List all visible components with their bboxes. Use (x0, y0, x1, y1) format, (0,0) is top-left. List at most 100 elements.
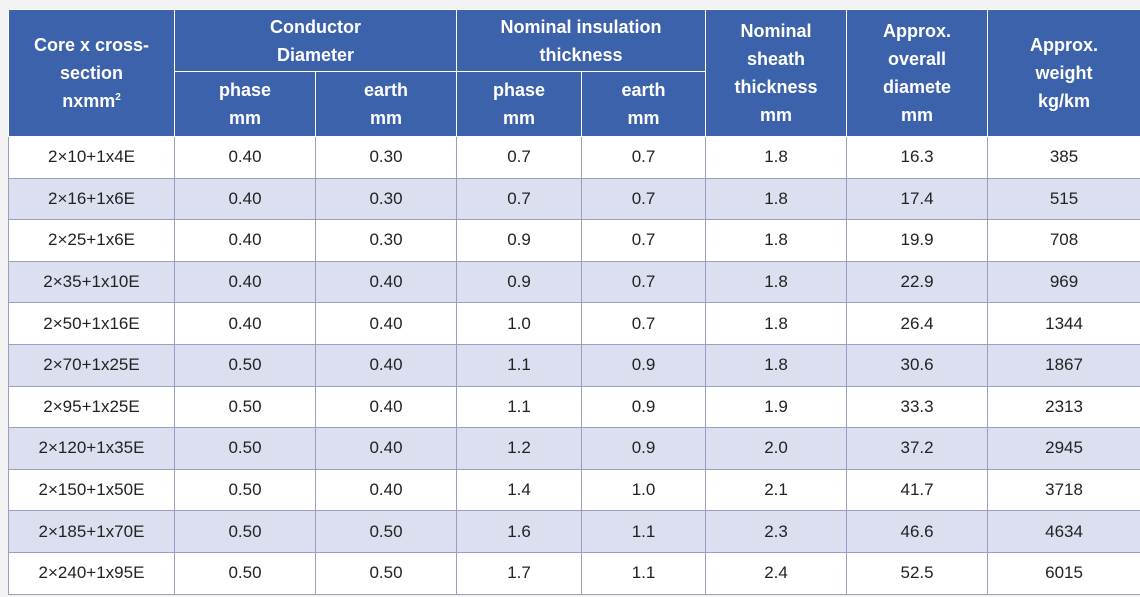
sheath-thickness-cell: 2.0 (705, 427, 848, 470)
weight-cell: 385 (987, 136, 1140, 179)
insulation-phase-cell: 1.7 (456, 552, 583, 595)
header-insulation-line1: Nominal insulation (500, 16, 662, 37)
header-nominal-insulation: Nominal insulation thickness (456, 9, 707, 72)
header-diameter-line1: Approx. (883, 21, 952, 41)
core-cross-section-cell: 2×10+1x4E (8, 136, 175, 179)
weight-cell: 1867 (987, 344, 1140, 387)
sheath-thickness-cell: 2.1 (705, 469, 848, 512)
weight-cell: 1344 (987, 302, 1140, 345)
table-row: 2×95+1x25E 0.50 0.40 1.1 0.9 1.9 33.3 2313 (8, 386, 1140, 429)
insulation-earth-cell: 0.9 (581, 386, 707, 429)
core-cross-section-cell: 2×120+1x35E (8, 427, 175, 470)
table-row: 2×35+1x10E 0.40 0.40 0.9 0.7 1.8 22.9 969 (8, 261, 1140, 304)
header-conductor-phase-unit: mm (228, 108, 261, 128)
sheath-thickness-cell: 1.8 (705, 178, 848, 221)
header-conductor-phase-label: phase (218, 80, 272, 100)
header-conductor-diameter: Conductor Diameter (173, 9, 458, 72)
insulation-earth-cell: 0.9 (581, 344, 707, 387)
header-conductor-line2: Diameter (276, 44, 355, 65)
sheath-thickness-cell: 1.8 (705, 219, 848, 262)
conductor-phase-cell: 0.50 (174, 386, 316, 429)
conductor-phase-cell: 0.40 (174, 219, 316, 262)
table-row: 2×240+1x95E 0.50 0.50 1.7 1.1 2.4 52.5 6015 (8, 552, 1140, 595)
header-weight-line3: kg/km (1038, 91, 1091, 111)
header-weight-line2: weight (1035, 63, 1093, 83)
sheath-thickness-cell: 1.8 (705, 261, 848, 304)
insulation-earth-cell: 1.1 (581, 510, 707, 553)
sheath-thickness-cell: 2.4 (705, 552, 848, 595)
insulation-phase-cell: 1.4 (456, 469, 583, 512)
conductor-phase-cell: 0.50 (174, 552, 316, 595)
weight-cell: 2945 (987, 427, 1140, 470)
header-overall-diameter: Approx. overall diamete mm (846, 9, 989, 137)
overall-diameter-cell: 33.3 (846, 386, 989, 429)
conductor-phase-cell: 0.40 (174, 302, 316, 345)
weight-cell: 4634 (987, 510, 1140, 553)
conductor-phase-cell: 0.50 (174, 510, 316, 553)
insulation-phase-cell: 0.9 (456, 261, 583, 304)
insulation-earth-cell: 0.7 (581, 261, 707, 304)
insulation-earth-cell: 0.7 (581, 136, 707, 179)
core-cross-section-cell: 2×150+1x50E (8, 469, 175, 512)
insulation-earth-cell: 1.0 (581, 469, 707, 512)
header-insulation-phase-label: phase (493, 80, 546, 100)
header-insulation-earth-label: earth (621, 80, 666, 100)
sheath-thickness-cell: 2.3 (705, 510, 848, 553)
header-conductor-earth-unit: mm (370, 108, 403, 128)
table-row: 2×120+1x35E 0.50 0.40 1.2 0.9 2.0 37.2 2945 (8, 427, 1140, 470)
insulation-phase-cell: 0.7 (456, 178, 583, 221)
core-cross-section-cell: 2×95+1x25E (8, 386, 175, 429)
header-insulation-phase: phase mm (456, 71, 583, 137)
table-row: 2×185+1x70E 0.50 0.50 1.6 1.1 2.3 46.6 4634 (8, 510, 1140, 553)
insulation-phase-cell: 1.0 (456, 302, 583, 345)
overall-diameter-cell: 26.4 (846, 302, 989, 345)
conductor-earth-cell: 0.30 (315, 219, 458, 262)
weight-cell: 2313 (987, 386, 1140, 429)
header-core-unit: nxmm (62, 91, 116, 111)
conductor-earth-cell: 0.40 (315, 386, 458, 429)
header-conductor-line1: Conductor (270, 16, 361, 37)
conductor-earth-cell: 0.50 (315, 552, 458, 595)
conductor-phase-cell: 0.50 (174, 469, 316, 512)
conductor-earth-cell: 0.40 (315, 302, 458, 345)
table-row: 2×16+1x6E 0.40 0.30 0.7 0.7 1.8 17.4 515 (8, 178, 1140, 221)
overall-diameter-cell: 17.4 (846, 178, 989, 221)
table-row: 2×25+1x6E 0.40 0.30 0.9 0.7 1.8 19.9 708 (8, 219, 1140, 262)
insulation-phase-cell: 1.2 (456, 427, 583, 470)
header-approx-weight: Approx. weight kg/km (987, 9, 1140, 137)
overall-diameter-cell: 37.2 (846, 427, 989, 470)
weight-cell: 515 (987, 178, 1140, 221)
table-row: 2×10+1x4E 0.40 0.30 0.7 0.7 1.8 16.3 385 (8, 136, 1140, 179)
table-row: 2×70+1x25E 0.50 0.40 1.1 0.9 1.8 30.6 1867 (8, 344, 1140, 387)
header-core-line1: Core x cross- (33, 35, 150, 55)
conductor-phase-cell: 0.40 (174, 136, 316, 179)
conductor-phase-cell: 0.50 (174, 344, 316, 387)
sheath-thickness-cell: 1.8 (705, 344, 848, 387)
header-diameter-line4: mm (901, 105, 934, 125)
weight-cell: 708 (987, 219, 1140, 262)
insulation-earth-cell: 0.9 (581, 427, 707, 470)
insulation-phase-cell: 0.7 (456, 136, 583, 179)
conductor-phase-cell: 0.40 (174, 178, 316, 221)
weight-cell: 969 (987, 261, 1140, 304)
conductor-earth-cell: 0.30 (315, 178, 458, 221)
core-cross-section-cell: 2×35+1x10E (8, 261, 175, 304)
core-cross-section-cell: 2×25+1x6E (8, 219, 175, 262)
header-insulation-phase-unit: mm (503, 108, 536, 128)
conductor-earth-cell: 0.50 (315, 510, 458, 553)
conductor-earth-cell: 0.40 (315, 469, 458, 512)
core-cross-section-cell: 2×50+1x16E (8, 302, 175, 345)
core-cross-section-cell: 2×240+1x95E (8, 552, 175, 595)
table-row: 2×50+1x16E 0.40 0.40 1.0 0.7 1.8 26.4 1344 (8, 302, 1140, 345)
header-weight-line1: Approx. (1030, 35, 1099, 55)
overall-diameter-cell: 41.7 (846, 469, 989, 512)
overall-diameter-cell: 46.6 (846, 510, 989, 553)
sheath-thickness-cell: 1.8 (705, 136, 848, 179)
conductor-earth-cell: 0.40 (315, 261, 458, 304)
header-diameter-line2: overall (888, 49, 947, 69)
conductor-phase-cell: 0.40 (174, 261, 316, 304)
insulation-earth-cell: 0.7 (581, 302, 707, 345)
header-sheath-line2: sheath (747, 49, 806, 69)
header-conductor-earth: earth mm (314, 71, 458, 137)
header-diameter-line3: diamete (883, 77, 952, 97)
